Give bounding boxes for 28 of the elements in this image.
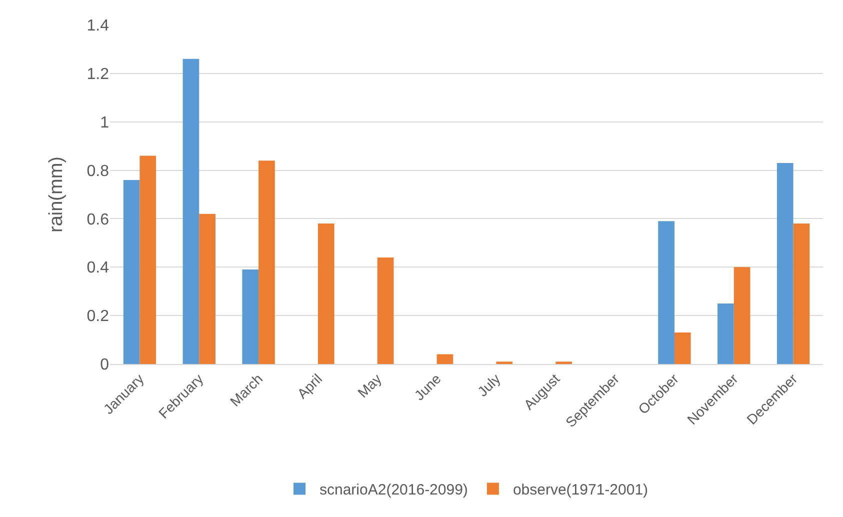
bar — [182, 58, 200, 364]
legend-label: observe(1971-2001) — [512, 482, 648, 499]
y-tick-label: 1 — [100, 114, 110, 132]
y-tick-label: 1.4 — [86, 18, 110, 35]
bar — [123, 180, 140, 364]
bar — [674, 332, 691, 364]
x-tick-label: May — [354, 370, 384, 401]
x-tick-label: July — [474, 370, 504, 400]
bar — [140, 156, 156, 364]
bar — [377, 257, 394, 364]
y-tick-label: 0 — [100, 356, 110, 374]
y-tick-label: 1.2 — [86, 66, 110, 84]
y-tick-label: 0.2 — [86, 308, 110, 326]
y-tick-label: 0.6 — [86, 211, 110, 228]
bar — [793, 224, 810, 364]
bar — [436, 354, 454, 364]
y-axis-title: rain(mm) — [46, 156, 67, 232]
bar — [318, 224, 334, 364]
bar — [718, 303, 734, 364]
bar — [199, 214, 216, 364]
bar — [776, 163, 794, 364]
y-tick-label: 0.4 — [86, 260, 110, 277]
bar — [658, 221, 674, 364]
bar — [242, 270, 259, 364]
y-tick-label: 0.8 — [86, 162, 110, 180]
legend-label: scnarioA2(2016-2099) — [320, 482, 468, 499]
bar — [734, 267, 750, 364]
bar — [258, 160, 275, 364]
